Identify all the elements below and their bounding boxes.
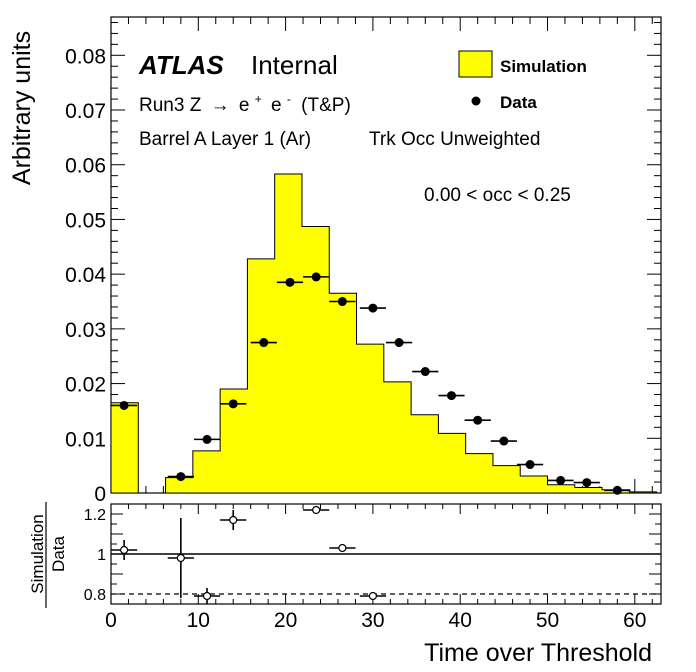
data-point-marker: [176, 472, 186, 482]
ratio-point: [167, 518, 194, 598]
data-point: [573, 478, 600, 488]
data-point-marker: [337, 297, 347, 307]
main-y-tick-label: 0.03: [65, 319, 106, 342]
data-point-marker: [473, 415, 483, 425]
electron-2: e: [271, 95, 282, 116]
legend-data-label: Data: [500, 93, 537, 112]
ratio-plot-frame: 0.8 1 1.2 0 10 20 30 40 50 60: [84, 503, 662, 632]
data-point: [111, 400, 138, 410]
data-point-marker: [228, 399, 238, 409]
x-tick-label: 40: [449, 609, 472, 632]
ratio-y-label-numerator: Simulation: [28, 514, 47, 593]
main-y-tick-label: 0: [94, 483, 106, 506]
main-y-tick-label: 0.04: [65, 264, 106, 287]
atlas-logo-text: ATLAS: [138, 50, 224, 80]
ratio-point: [220, 510, 247, 530]
ratio-y-tick-label: 0.8: [84, 587, 106, 604]
ratio-y-tick-label: 1.2: [84, 507, 106, 524]
simulation-histogram: [110, 173, 658, 494]
data-point-marker: [499, 436, 509, 446]
data-point: [167, 472, 194, 482]
data-point: [464, 415, 491, 425]
ratio-point: [193, 588, 221, 604]
legend-simulation-swatch: [458, 50, 493, 78]
data-point: [386, 338, 413, 348]
data-point: [193, 434, 221, 444]
data-point: [359, 303, 386, 313]
data-point-marker: [612, 485, 622, 495]
x-tick-label: 10: [187, 609, 210, 632]
ratio-y-tick-label: 1: [97, 547, 106, 564]
data-point-marker: [311, 272, 321, 282]
legend: Simulation Data: [458, 50, 587, 112]
x-tick-label: 20: [274, 609, 297, 632]
data-point: [276, 277, 304, 287]
arrow-glyph: →: [211, 95, 230, 116]
main-y-tick-label: 0.08: [65, 45, 106, 68]
run-description: Run3 Z → e + e - (T&P): [139, 87, 351, 116]
data-point: [547, 475, 574, 485]
data-point: [250, 338, 277, 348]
y-axis-label: Arbitrary units: [8, 31, 36, 185]
data-point-marker: [446, 391, 456, 401]
ratio-point-marker: [338, 543, 347, 553]
data-point: [516, 460, 544, 470]
main-y-tick-label: 0.06: [65, 155, 106, 178]
x-tick-label: 50: [536, 609, 559, 632]
ratio-point-marker: [229, 515, 238, 525]
legend-simulation-label: Simulation: [500, 57, 587, 76]
barrel-label: Barrel A Layer 1 (Ar): [139, 129, 311, 150]
data-point-marker: [582, 478, 592, 488]
data-point-marker: [525, 460, 535, 470]
data-point-marker: [368, 303, 378, 313]
x-tick-label: 0: [105, 609, 117, 632]
data-point: [490, 436, 517, 446]
data-point: [220, 399, 247, 409]
internal-text: Internal: [251, 50, 338, 80]
main-y-tick-label: 0.02: [65, 374, 106, 397]
data-point-marker: [420, 367, 430, 377]
ratio-y-label-denominator: Data: [49, 536, 68, 572]
atlas-label: ATLAS Internal: [138, 50, 338, 80]
data-point: [329, 297, 356, 307]
data-point-marker: [119, 400, 129, 410]
data-point-marker: [394, 338, 404, 348]
data-point: [438, 391, 465, 401]
data-point-marker: [285, 277, 295, 287]
main-y-tick-label: 0.05: [65, 209, 106, 232]
data-point-marker: [259, 338, 269, 348]
main-y-tick-label: 0.01: [65, 428, 106, 451]
legend-data-marker: [471, 96, 481, 106]
data-point-marker: [202, 434, 212, 444]
ratio-point: [329, 543, 356, 553]
ratio-point-marker: [312, 505, 321, 515]
x-tick-label: 30: [361, 609, 384, 632]
electron-1-charge: +: [255, 92, 262, 106]
occupancy-range-label: 0.00 < occ < 0.25: [424, 185, 571, 206]
ratio-point-marker: [119, 545, 129, 555]
data-point: [412, 367, 439, 377]
ratio-plot-marks: [111, 505, 661, 604]
ratio-point-marker: [202, 591, 212, 601]
trk-occ-label: Trk Occ Unweighted: [369, 129, 540, 150]
main-y-tick-label: 0.07: [65, 100, 106, 123]
electron-1: e: [239, 95, 250, 116]
ratio-y-axis-label: Simulation Data: [28, 502, 68, 608]
ratio-point: [359, 591, 386, 601]
ratio-point: [303, 505, 330, 515]
x-axis-label: Time over Threshold: [424, 639, 652, 667]
data-point-marker: [556, 475, 566, 485]
data-point: [604, 485, 631, 495]
run-prefix: Run3 Z: [139, 95, 202, 116]
main-plot-marks: [110, 173, 658, 495]
ratio-point-marker: [176, 553, 185, 563]
tp-label: (T&P): [301, 95, 351, 116]
ratio-point: [111, 540, 138, 560]
electron-2-charge: -: [287, 92, 291, 106]
ratio-point-marker: [368, 591, 378, 601]
x-tick-label: 60: [623, 609, 646, 632]
data-point: [303, 272, 330, 282]
